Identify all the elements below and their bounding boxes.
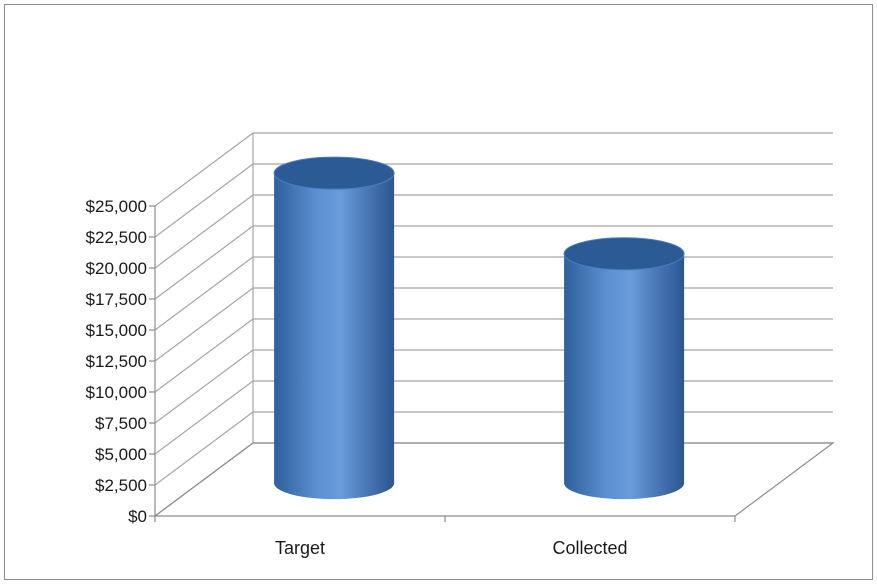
y-tick-label: $22,500 (86, 228, 147, 247)
gridlines (154, 132, 833, 517)
gridline (154, 442, 833, 517)
y-tick-label: $15,000 (86, 321, 147, 340)
chart-floor (153, 442, 835, 517)
bar-collected (564, 253, 685, 500)
gridline (154, 411, 833, 486)
y-tick-label: $2,500 (95, 476, 147, 495)
x-tick-label: Target (275, 538, 325, 558)
bar-top-collected (563, 237, 685, 271)
y-tick-label: $5,000 (95, 445, 147, 464)
y-tick-label: $12,500 (86, 352, 147, 371)
x-tick-label: Collected (552, 538, 627, 558)
chart-frame (4, 4, 873, 580)
y-tick-label: $17,500 (86, 290, 147, 309)
x-tick-labels: Target Collected (275, 538, 628, 558)
bar-target (274, 173, 395, 500)
y-tick-label: $10,000 (86, 383, 147, 402)
bar-top-target (273, 156, 395, 190)
y-tick-labels: $0 $2,500 $5,000 $7,500 $10,000 $12,500 $15,00… (86, 197, 147, 526)
y-tick-label: $25,000 (86, 197, 147, 216)
y-tick-label: $20,000 (86, 259, 147, 278)
y-tick-label: $0 (128, 507, 147, 526)
bars (273, 156, 685, 500)
axes (149, 133, 835, 522)
y-tick-label: $7,500 (95, 414, 147, 433)
